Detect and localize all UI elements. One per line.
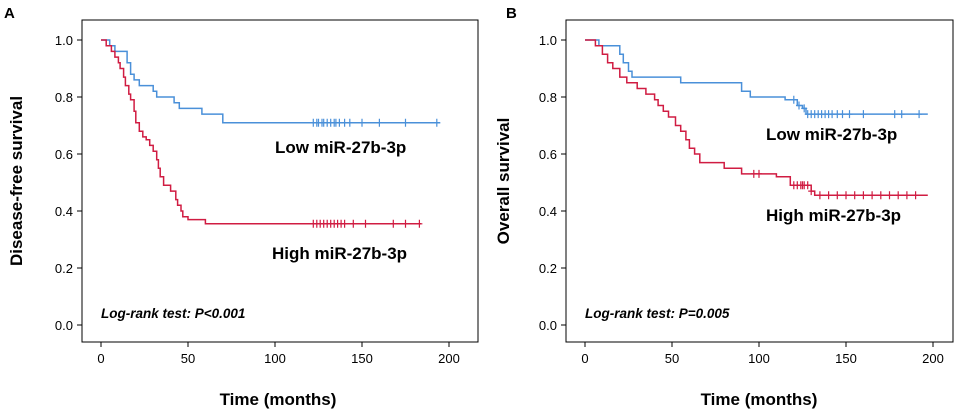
- series-layer: [101, 39, 441, 228]
- censor-mark-high: [808, 187, 815, 196]
- x-tick-label: 200: [922, 351, 944, 366]
- censor-mark-high: [834, 191, 841, 200]
- censor-mark-high: [851, 191, 858, 200]
- censor-mark-high: [860, 191, 867, 200]
- y-tick-label: 0.4: [539, 204, 557, 219]
- survival-curve-high: [585, 39, 928, 197]
- legend-low-label: Low miR-27b-3p: [275, 138, 406, 157]
- survival-curve-high: [101, 39, 422, 225]
- y-axis-title: Disease-free survival: [7, 96, 26, 266]
- censor-mark-high: [416, 219, 423, 228]
- log-rank-annotation: Log-rank test: P<0.001: [101, 306, 245, 321]
- panel-letter-b: B: [506, 5, 517, 22]
- y-tick-label: 0.6: [539, 147, 557, 162]
- x-tick-label: 200: [438, 351, 460, 366]
- survival-curve-low: [101, 39, 441, 124]
- censor-mark-low: [346, 118, 353, 127]
- log-rank-annotation: Log-rank test: P=0.005: [585, 306, 730, 321]
- x-tick-label: 0: [97, 351, 104, 366]
- censor-mark-high: [390, 219, 397, 228]
- y-axis-title: Overall survival: [494, 118, 513, 245]
- censor-mark-high: [350, 219, 357, 228]
- censor-mark-low: [402, 118, 409, 127]
- censor-mark-low: [891, 110, 898, 119]
- censor-mark-high: [903, 191, 910, 200]
- censor-mark-high: [402, 219, 409, 228]
- x-tick-label: 0: [581, 351, 588, 366]
- panel-b: B 1.0 0.8 0.6 0.4 0.2 0.0 0 50 100 150: [494, 5, 954, 409]
- y-tick-label: 0.2: [55, 261, 73, 276]
- x-tick-label: 50: [665, 351, 679, 366]
- legend-low-label: Low miR-27b-3p: [766, 125, 897, 144]
- censor-mark-low: [790, 95, 797, 104]
- x-tick-label: 150: [351, 351, 373, 366]
- censor-mark-high: [825, 191, 832, 200]
- censor-mark-high: [895, 191, 902, 200]
- y-tick-label: 1.0: [539, 33, 557, 48]
- x-axis-title: Time (months): [220, 390, 337, 409]
- censor-mark-high: [886, 191, 893, 200]
- censor-mark-low: [860, 110, 867, 119]
- censor-mark-high: [877, 191, 884, 200]
- censor-mark-high: [816, 191, 823, 200]
- censor-mark-low: [839, 110, 846, 119]
- censor-mark-low: [898, 110, 905, 119]
- x-tick-label: 150: [835, 351, 857, 366]
- y-tick-label: 0.0: [55, 318, 73, 333]
- censor-mark-high: [756, 169, 762, 178]
- censor-mark-low: [846, 110, 853, 119]
- x-tick-label: 100: [748, 351, 770, 366]
- plot-frame: [565, 19, 954, 343]
- censor-mark-high: [362, 219, 369, 228]
- censor-mark-low: [801, 104, 808, 113]
- x-axis-title: Time (months): [701, 390, 818, 409]
- y-tick-label: 1.0: [55, 33, 73, 48]
- censor-mark-high: [750, 169, 757, 178]
- x-tick-label: 100: [264, 351, 286, 366]
- y-tick-label: 0.4: [55, 204, 73, 219]
- series-layer: [585, 39, 928, 200]
- censor-mark-low: [341, 118, 348, 127]
- censor-mark-low: [796, 101, 802, 110]
- censor-mark-low: [336, 118, 343, 127]
- y-tick-label: 0.6: [55, 147, 73, 162]
- y-tick-label: 0.8: [539, 90, 557, 105]
- censor-mark-low: [829, 110, 836, 119]
- censor-mark-high: [843, 191, 849, 200]
- y-tick-label: 0.0: [539, 318, 557, 333]
- legend-high-label: High miR-27b-3p: [766, 206, 901, 225]
- survival-curve-low: [585, 39, 928, 115]
- plot-frame: [81, 19, 479, 343]
- y-tick-label: 0.2: [539, 261, 557, 276]
- censor-mark-low: [916, 110, 923, 119]
- censor-mark-high: [804, 181, 811, 190]
- y-tick-label: 0.8: [55, 90, 73, 105]
- censor-mark-high: [912, 191, 919, 200]
- censor-mark-low: [376, 118, 383, 127]
- censor-mark-high: [869, 191, 876, 200]
- censor-mark-high: [341, 219, 348, 228]
- censor-mark-low: [359, 118, 365, 127]
- panel-a: A 1.0 0.8 0.6 0.4 0.2 0.0 0 50 100 150: [4, 5, 479, 409]
- panel-letter-a: A: [4, 5, 15, 22]
- censor-mark-low: [433, 118, 440, 127]
- censor-mark-low: [834, 110, 841, 119]
- legend-high-label: High miR-27b-3p: [272, 244, 407, 263]
- x-tick-label: 50: [181, 351, 195, 366]
